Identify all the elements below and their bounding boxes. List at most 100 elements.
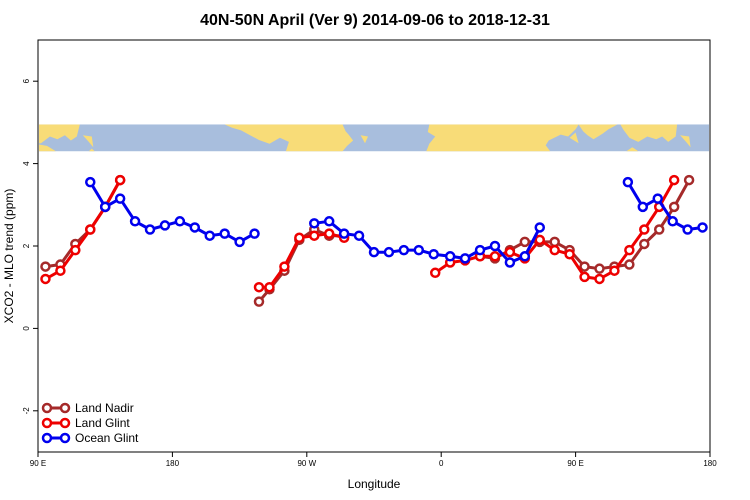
data-point [549,236,560,248]
data-point [323,228,335,239]
x-tick-label: 90 W [297,459,316,468]
y-tick-label: 2 [22,243,31,248]
map-land-0 [39,124,80,144]
legend-label: Land Glint [75,416,130,430]
map-land-5 [360,135,368,144]
data-point [624,244,635,256]
legend-marker [59,417,71,429]
map-land-7 [569,132,579,144]
series-ocean-glint [85,176,708,268]
map-land-11 [626,147,639,152]
data-point [637,201,649,213]
data-point [174,216,186,227]
legend-item: Land Nadir [41,401,134,415]
y-axis-label: XCO2 - MLO trend (ppm) [2,189,16,324]
data-point [579,271,590,283]
data-point [129,216,141,227]
x-tick-label: 90 E [567,459,583,468]
legend-label: Ocean Glint [75,431,139,445]
x-axis: 90 E 180 90 W 0 90 E 180 [30,452,717,468]
data-point [697,222,708,233]
legend-marker [41,432,53,444]
data-point [519,251,531,262]
data-point [668,174,680,186]
data-point [309,218,320,229]
legend-marker [41,417,53,429]
legend-marker [59,432,71,444]
data-point [144,224,156,235]
data-point [428,248,439,260]
map-band [39,124,709,152]
data-point [534,222,546,233]
data-point [353,230,365,241]
data-point [189,222,201,233]
plot-frame [37,39,711,453]
data-point [489,240,501,252]
series-line [434,179,676,281]
data-point [249,228,260,239]
y-tick-label: 0 [22,326,31,331]
map-land-8 [578,124,618,140]
data-point [594,263,605,274]
data-point [85,176,96,188]
data-point [219,228,230,239]
data-point [474,244,486,256]
data-point [668,201,680,213]
data-point [549,244,560,256]
series-land-nadir [40,174,695,307]
data-point [70,244,81,256]
data-point [652,193,663,204]
map-land-4 [224,124,354,152]
data-point [579,261,590,272]
data-point [114,174,126,186]
legend-item: Land Glint [41,416,130,430]
data-point [504,257,516,268]
y-tick-label: -2 [22,407,31,415]
map-land-9 [620,124,678,142]
x-tick-label: 90 E [30,459,46,468]
data-point [622,176,634,188]
data-point [383,246,395,258]
data-point [639,224,650,235]
data-point [459,253,471,264]
data-point [594,273,605,285]
legend-label: Land Nadir [75,401,134,415]
series-line [314,219,542,264]
y-axis: -2 0 2 4 6 [22,78,38,414]
data-point [398,244,410,256]
data-point [667,216,678,227]
x-tick-label: 0 [439,459,444,468]
data-point [114,193,126,204]
legend-marker [59,402,71,414]
data-point [323,216,335,227]
map-land-1 [39,144,56,152]
y-tick-label: 6 [22,78,31,83]
data-point [444,251,456,262]
series-group [40,174,708,307]
data-point [429,267,441,279]
data-point [99,201,111,213]
y-tick-label: 4 [22,161,31,166]
series-line [45,179,122,269]
map-land-6 [426,124,579,152]
data-point [653,224,665,235]
map-land-3 [88,148,95,152]
data-point [639,238,650,250]
data-point [279,261,290,272]
data-point [253,296,265,307]
data-point [504,246,516,258]
data-point [368,246,380,258]
data-point [683,174,695,186]
data-point [234,236,245,248]
data-point [609,265,620,276]
data-point [204,230,215,241]
data-point [564,248,575,260]
map-land-10 [680,135,691,148]
legend-item: Ocean Glint [41,431,139,445]
data-point [40,273,51,285]
data-point [264,281,275,293]
data-point [534,234,546,246]
data-point [159,220,171,231]
